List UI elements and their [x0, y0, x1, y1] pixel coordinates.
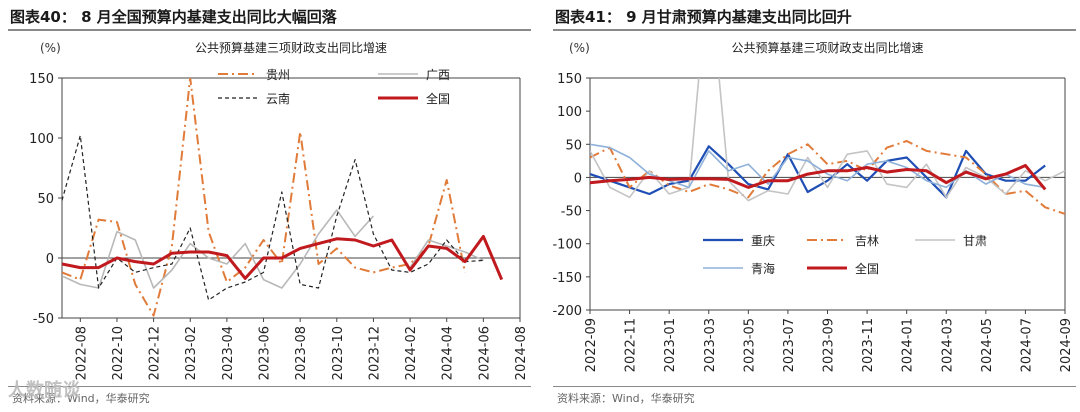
x-tick-label: 2024-04	[441, 326, 456, 380]
y-tick-label: -100	[552, 238, 582, 253]
heading-rule	[553, 29, 1076, 31]
series-line-重庆	[590, 145, 1046, 199]
x-tick-label: 2024-07	[1019, 318, 1034, 372]
x-tick-label: 2023-02	[184, 326, 199, 380]
y-tick-label: 50	[37, 192, 54, 207]
x-tick-label: 2023-12	[367, 326, 382, 380]
y-axis-label: (%)	[40, 41, 61, 55]
x-tick-label: 2023-08	[294, 326, 309, 380]
line-chart-right: 公共预算基建三项财政支出同比增速 (%) -200 -150 -100 -50 0 50 100…	[552, 40, 1074, 372]
legend-label: 青海	[751, 261, 775, 276]
y-tick-label: -50	[33, 312, 54, 327]
y-tick-label: -150	[552, 271, 582, 286]
x-tick-label: 2024-05	[980, 318, 995, 372]
x-tick-label: 2022-12	[148, 326, 163, 380]
y-tick-label: 100	[29, 132, 54, 147]
x-tick-label: 2023-05	[742, 318, 757, 372]
x-tick-label: 2023-09	[822, 318, 837, 372]
y-tick-label: 100	[557, 105, 582, 120]
line-chart-left: 公共预算基建三项财政支出同比增速 (%) -50 0 50 100 150 2022-08 20…	[29, 40, 529, 380]
y-tick-label: 0	[574, 171, 582, 186]
x-tick-label: 2024-03	[940, 318, 955, 372]
series-line-云南	[62, 135, 484, 301]
y-tick-label: 0	[46, 252, 54, 267]
chart-heading: 图表40： 8 月全国预算内基建支出同比大幅回落	[10, 8, 337, 26]
legend-label: 贵州	[266, 68, 290, 82]
x-tick-label: 2022-08	[74, 326, 89, 380]
heading-rule	[8, 29, 531, 31]
y-tick-label: -50	[561, 205, 582, 220]
x-tick-label: 2022-09	[584, 318, 599, 372]
legend-label: 吉林	[855, 234, 879, 248]
legend-label: 重庆	[751, 234, 775, 248]
chart-panel-right: 图表41： 9 月甘肃预算内基建支出同比回升 公共预算基建三项财政支出同比增速 (…	[545, 0, 1080, 412]
legend-label: 甘肃	[963, 234, 987, 248]
series-line-全国	[590, 164, 1047, 191]
chart-panel-left: 图表40： 8 月全国预算内基建支出同比大幅回落 公共预算基建三项财政支出同比增…	[0, 0, 535, 412]
y-tick-label: 150	[29, 72, 54, 87]
y-tick-label: 50	[565, 138, 582, 153]
x-tick-label: 2023-11	[861, 318, 876, 372]
source-note: 资料来源：Wind，华泰研究	[557, 392, 695, 405]
chart-title: 公共预算基建三项财政支出同比增速	[195, 40, 387, 55]
footer-rule	[553, 386, 1076, 387]
x-tick-label: 2024-02	[404, 326, 419, 380]
x-tick-label: 2023-04	[221, 326, 236, 380]
chart-heading: 图表41： 9 月甘肃预算内基建支出同比回升	[555, 8, 852, 26]
x-tick-label: 2023-01	[663, 318, 678, 372]
x-tick-label: 2023-06	[258, 326, 273, 380]
x-tick-label: 2024-09	[1059, 318, 1074, 372]
x-tick-label: 2024-01	[901, 318, 916, 372]
series-line-全国	[62, 234, 504, 281]
y-tick-label: -200	[552, 304, 582, 319]
x-tick-label: 2022-10	[111, 326, 126, 380]
series-line-贵州	[62, 78, 466, 317]
legend-label: 全国	[855, 261, 879, 276]
source-note: 资料来源：Wind，华泰研究	[12, 392, 150, 405]
legend-label: 云南	[266, 91, 290, 106]
x-tick-label: 2023-07	[782, 318, 797, 372]
x-tick-label: 2024-08	[514, 326, 529, 380]
x-tick-label: 2023-10	[331, 326, 346, 380]
x-tick-label: 2024-06	[477, 326, 492, 380]
watermark-logo: 人数随谈	[8, 380, 80, 401]
y-axis-label: (%)	[569, 41, 590, 55]
chart-title: 公共预算基建三项财政支出同比增速	[731, 40, 923, 55]
legend-label: 广西	[426, 68, 450, 82]
legend-label: 全国	[426, 91, 450, 106]
footer-rule	[8, 386, 531, 387]
y-tick-label: 150	[557, 72, 582, 87]
x-tick-label: 2022-11	[624, 318, 639, 372]
x-tick-label: 2023-03	[703, 318, 718, 372]
